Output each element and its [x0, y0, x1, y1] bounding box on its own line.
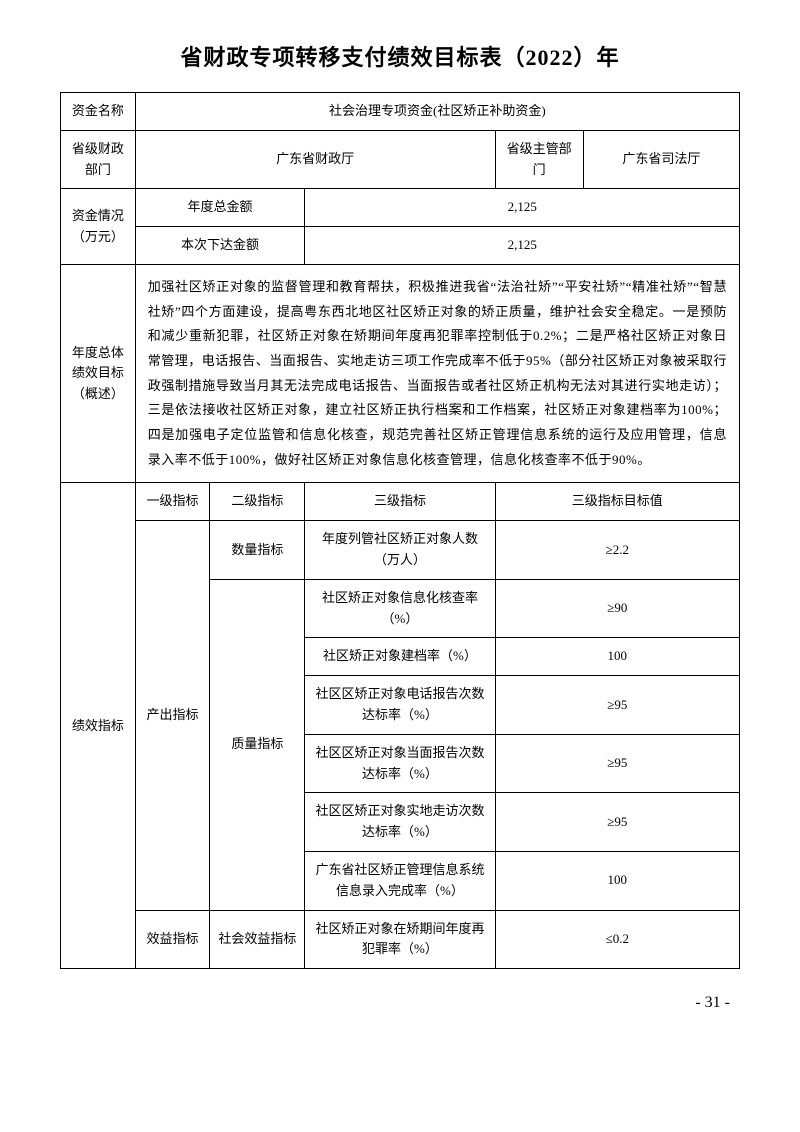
- indicator-target: ≤0.2: [495, 910, 739, 969]
- indicator-target: 100: [495, 852, 739, 911]
- indicator-target: 100: [495, 638, 739, 676]
- lv2-quantity: 数量指标: [210, 521, 305, 580]
- indicator-target: ≥95: [495, 676, 739, 735]
- prov-dept-value: 广东省财政厅: [135, 130, 495, 189]
- current-value: 2,125: [305, 227, 740, 265]
- annual-label: 年度总金额: [135, 189, 305, 227]
- table-row: 产出指标 数量指标 年度列管社区矫正对象人数（万人） ≥2.2: [61, 521, 740, 580]
- col-target: 三级指标目标值: [495, 483, 739, 521]
- table-row: 绩效指标 一级指标 二级指标 三级指标 三级指标目标值: [61, 483, 740, 521]
- page-title: 省财政专项转移支付绩效目标表（2022）年: [60, 40, 740, 72]
- table-row: 本次下达金额 2,125: [61, 227, 740, 265]
- goal-text: 加强社区矫正对象的监督管理和教育帮扶，积极推进我省“法治社矫”“平安社矫”“精准…: [135, 264, 739, 483]
- table-row: 年度总体绩效目标（概述） 加强社区矫正对象的监督管理和教育帮扶，积极推进我省“法…: [61, 264, 740, 483]
- indicator-lv3: 社区矫正对象信息化核查率（%）: [305, 579, 495, 638]
- lv2-social: 社会效益指标: [210, 910, 305, 969]
- table-row: 资金名称 社会治理专项资金(社区矫正补助资金): [61, 93, 740, 131]
- indicator-lv3: 社区区矫正对象当面报告次数达标率（%）: [305, 734, 495, 793]
- indicator-lv3: 社区矫正对象在矫期间年度再犯罪率（%）: [305, 910, 495, 969]
- annual-value: 2,125: [305, 189, 740, 227]
- indicator-lv3: 年度列管社区矫正对象人数（万人）: [305, 521, 495, 580]
- col-lv2: 二级指标: [210, 483, 305, 521]
- page-number: - 31 -: [60, 994, 740, 1012]
- supervisor-value: 广东省司法厅: [583, 130, 739, 189]
- performance-table: 资金名称 社会治理专项资金(社区矫正补助资金) 省级财政部门 广东省财政厅 省级…: [60, 92, 740, 969]
- indicator-lv3: 广东省社区矫正管理信息系统信息录入完成率（%）: [305, 852, 495, 911]
- indicators-section-label: 绩效指标: [61, 483, 136, 969]
- fund-name-label: 资金名称: [61, 93, 136, 131]
- indicator-lv3: 社区矫正对象建档率（%）: [305, 638, 495, 676]
- indicator-target: ≥90: [495, 579, 739, 638]
- supervisor-label: 省级主管部门: [495, 130, 583, 189]
- goal-label: 年度总体绩效目标（概述）: [61, 264, 136, 483]
- col-lv3: 三级指标: [305, 483, 495, 521]
- table-row: 资金情况（万元） 年度总金额 2,125: [61, 189, 740, 227]
- table-row: 省级财政部门 广东省财政厅 省级主管部门 广东省司法厅: [61, 130, 740, 189]
- funding-section-label: 资金情况（万元）: [61, 189, 136, 265]
- current-label: 本次下达金额: [135, 227, 305, 265]
- indicator-target: ≥2.2: [495, 521, 739, 580]
- indicator-lv3: 社区区矫正对象电话报告次数达标率（%）: [305, 676, 495, 735]
- prov-dept-label: 省级财政部门: [61, 130, 136, 189]
- table-row: 效益指标 社会效益指标 社区矫正对象在矫期间年度再犯罪率（%） ≤0.2: [61, 910, 740, 969]
- lv1-benefit: 效益指标: [135, 910, 210, 969]
- indicator-target: ≥95: [495, 793, 739, 852]
- lv1-output: 产出指标: [135, 521, 210, 910]
- indicator-lv3: 社区区矫正对象实地走访次数达标率（%）: [305, 793, 495, 852]
- lv2-quality: 质量指标: [210, 579, 305, 910]
- indicator-target: ≥95: [495, 734, 739, 793]
- col-lv1: 一级指标: [135, 483, 210, 521]
- fund-name-value: 社会治理专项资金(社区矫正补助资金): [135, 93, 739, 131]
